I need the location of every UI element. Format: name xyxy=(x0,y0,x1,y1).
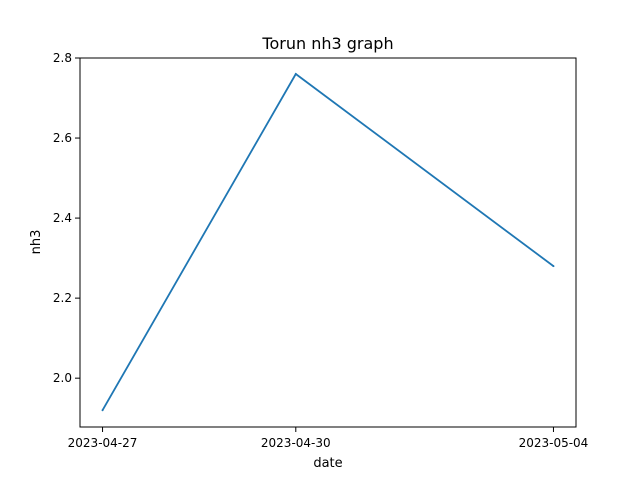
y-axis: 2.0 2.2 2.4 2.6 2.8 xyxy=(53,51,80,385)
y-tick-label: 2.0 xyxy=(53,371,72,385)
x-tick-label: 2023-04-30 xyxy=(261,436,331,450)
x-tick-label: 2023-04-27 xyxy=(68,436,138,450)
data-point xyxy=(552,265,555,268)
x-tick-label: 2023-05-04 xyxy=(519,436,589,450)
x-axis-label: date xyxy=(313,456,342,471)
y-tick-label: 2.2 xyxy=(53,291,72,305)
y-tick-label: 2.8 xyxy=(53,51,72,65)
y-tick-label: 2.4 xyxy=(53,211,72,225)
data-point xyxy=(294,73,297,76)
x-axis: 2023-04-27 2023-04-30 2023-05-04 xyxy=(68,427,589,450)
series-points xyxy=(101,73,555,412)
y-axis-label: nh3 xyxy=(29,230,44,255)
chart-title: Torun nh3 graph xyxy=(261,34,393,53)
plot-frame xyxy=(79,57,577,428)
data-point xyxy=(101,409,104,412)
y-tick-label: 2.6 xyxy=(53,131,72,145)
